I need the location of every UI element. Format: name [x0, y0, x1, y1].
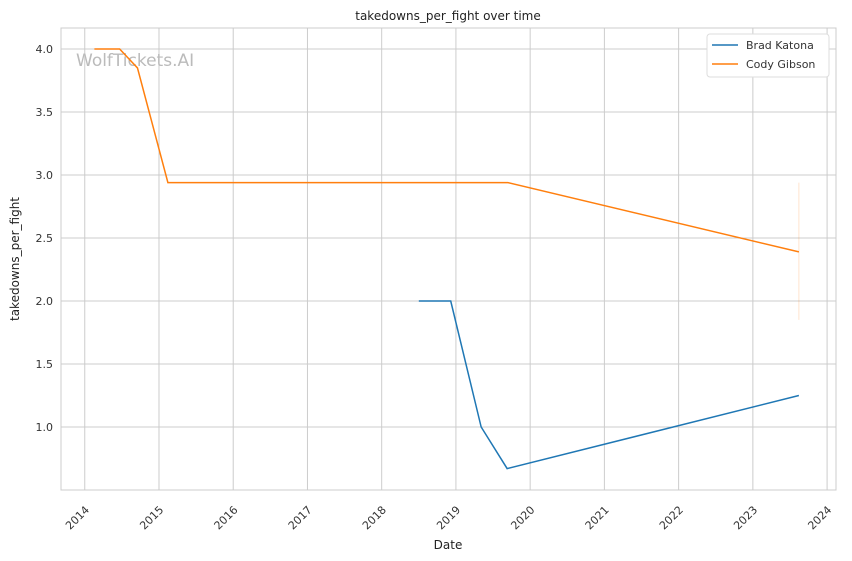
y-axis-ticks: 1.0 1.5 2.0 2.5 3.0 3.5 4.0: [36, 43, 54, 434]
legend-label-cody-gibson: Cody Gibson: [746, 58, 815, 71]
x-tick-label: 2015: [137, 503, 166, 532]
x-tick-label: 2017: [286, 503, 315, 532]
y-tick-label: 1.0: [36, 421, 54, 434]
y-tick-label: 3.0: [36, 169, 54, 182]
x-tick-label: 2019: [434, 503, 463, 532]
x-tick-label: 2023: [731, 503, 760, 532]
y-tick-label: 1.5: [36, 358, 54, 371]
series-lines: [94, 48, 800, 470]
grid: [61, 28, 836, 490]
x-tick-label: 2021: [583, 503, 612, 532]
x-tick-label: 2022: [657, 503, 686, 532]
y-axis-label: takedowns_per_fight: [8, 197, 22, 321]
legend: Brad Katona Cody Gibson: [706, 33, 830, 78]
x-tick-label: 2014: [63, 503, 92, 532]
x-tick-label: 2016: [212, 503, 241, 532]
y-tick-label: 3.5: [36, 106, 54, 119]
series-line-brad-katona: [418, 300, 800, 470]
y-tick-label: 4.0: [36, 43, 54, 56]
plot-area: [60, 27, 837, 491]
x-tick-label: 2024: [805, 503, 834, 532]
series-line-cody-gibson: [94, 48, 800, 253]
legend-label-brad-katona: Brad Katona: [746, 39, 814, 52]
x-axis-ticks: 2014 2015 2016 2017 2018 2019 2020 2021 2022 2023…: [63, 503, 834, 532]
x-tick-label: 2020: [508, 503, 537, 532]
y-tick-label: 2.0: [36, 295, 54, 308]
watermark: WolfTickets.AI: [76, 51, 194, 71]
y-tick-label: 2.5: [36, 232, 54, 245]
x-axis-label: Date: [434, 538, 463, 552]
x-tick-label: 2018: [360, 503, 389, 532]
chart-title: takedowns_per_fight over time: [355, 9, 541, 23]
